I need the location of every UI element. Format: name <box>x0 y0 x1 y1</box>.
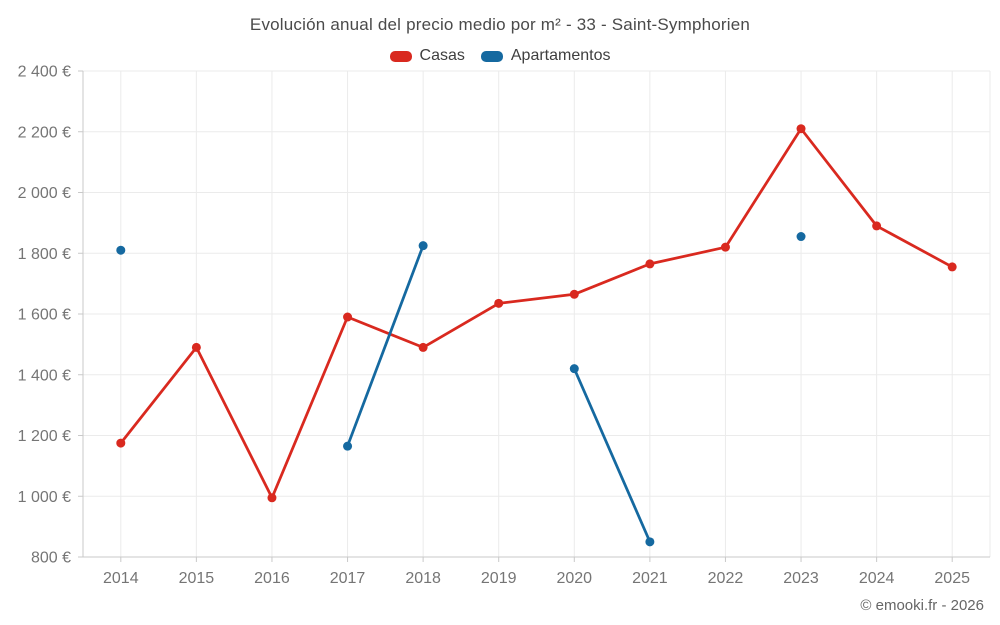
y-axis-label: 2 000 € <box>18 185 71 202</box>
chart-title: Evolución anual del precio medio por m² … <box>249 15 751 34</box>
legend-swatch-casas <box>389 50 412 62</box>
series-casas <box>116 124 957 503</box>
data-point-casas-2015[interactable] <box>191 342 201 352</box>
chart-legend: Casas Apartamentos <box>0 47 1000 65</box>
data-point-casas-2020[interactable] <box>569 289 579 299</box>
series-line-casas <box>119 127 954 500</box>
data-point-casas-2021[interactable] <box>645 259 655 269</box>
x-axis-label: 2016 <box>254 570 290 587</box>
legend-item-casas[interactable]: Casas <box>389 47 465 65</box>
data-point-apartamentos-2023[interactable] <box>796 232 806 242</box>
y-axis-label: 800 € <box>31 550 71 567</box>
axes <box>78 70 953 562</box>
data-point-casas-2016[interactable] <box>267 493 277 503</box>
x-axis-label: 2020 <box>556 570 592 587</box>
y-axis-label: 1 400 € <box>18 367 71 384</box>
x-axis-label: 2023 <box>783 570 819 587</box>
y-axis-label: 1 000 € <box>18 489 71 506</box>
legend-label: Casas <box>419 47 465 64</box>
legend-swatch-apartamentos <box>480 50 503 62</box>
x-axis-label: 2025 <box>934 570 970 587</box>
x-axis-label: 2021 <box>632 570 668 587</box>
legend-label: Apartamentos <box>510 47 611 64</box>
x-axis-label: 2017 <box>330 570 366 587</box>
y-axis-label: 2 200 € <box>18 124 71 141</box>
x-axis-label: 2014 <box>103 570 139 587</box>
data-point-apartamentos-2014[interactable] <box>116 245 126 255</box>
data-point-apartamentos-2021[interactable] <box>645 537 655 547</box>
x-axis-label: 2022 <box>708 570 744 587</box>
y-axis-label: 1 600 € <box>18 307 71 324</box>
y-axis-label: 1 800 € <box>18 246 71 263</box>
x-axis-label: 2024 <box>859 570 895 587</box>
data-point-casas-2023[interactable] <box>796 124 806 134</box>
y-axis-label: 1 200 € <box>18 428 71 445</box>
data-point-casas-2019[interactable] <box>494 298 504 308</box>
gridlines <box>83 70 991 558</box>
x-axis-label: 2015 <box>179 570 215 587</box>
axis-labels: 800 € 1 000 € 1 200 € 1 400 € 1 600 € 1 800 €… <box>18 64 970 587</box>
copyright-footer: © emooki.fr - 2026 <box>860 597 984 614</box>
data-point-apartamentos-2020[interactable] <box>569 364 579 374</box>
data-point-apartamentos-2017[interactable] <box>343 441 353 451</box>
series-line-apartamentos <box>572 367 652 544</box>
data-point-casas-2025[interactable] <box>947 262 957 272</box>
legend-item-apartamentos[interactable]: Apartamentos <box>480 47 611 65</box>
data-point-casas-2014[interactable] <box>116 438 126 448</box>
x-axis-label: 2019 <box>481 570 517 587</box>
series-line-apartamentos <box>346 244 425 448</box>
series-apartamentos <box>116 232 806 547</box>
data-point-casas-2018[interactable] <box>418 342 428 352</box>
data-point-apartamentos-2018[interactable] <box>418 241 428 251</box>
data-point-casas-2022[interactable] <box>720 242 730 252</box>
data-point-casas-2024[interactable] <box>872 221 882 231</box>
x-axis-label: 2018 <box>405 570 441 587</box>
y-axis-label: 2 400 € <box>18 64 71 81</box>
data-point-casas-2017[interactable] <box>343 312 353 322</box>
